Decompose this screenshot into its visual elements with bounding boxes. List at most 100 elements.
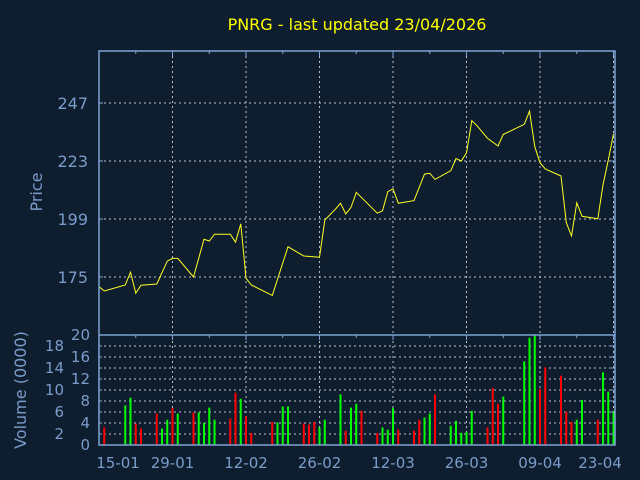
volume-bar: [449, 425, 452, 445]
date-tick-label: 15-01: [96, 454, 140, 472]
volume-bar: [166, 419, 169, 445]
volume-bar: [197, 412, 200, 445]
volume-bar: [528, 337, 531, 445]
volume-tick-label: 6: [54, 403, 64, 421]
volume-tick-label: 0: [80, 436, 90, 454]
volume-bar: [539, 388, 541, 445]
volume-bar: [229, 418, 232, 445]
volume-bar: [318, 427, 321, 445]
volume-bar: [434, 394, 436, 445]
volume-bar: [381, 427, 384, 445]
volume-bar: [423, 417, 426, 445]
volume-bar: [460, 432, 463, 445]
volume-bar: [612, 410, 615, 445]
volume-bar: [465, 431, 468, 445]
volume-bar: [560, 375, 562, 445]
volume-bar: [523, 361, 526, 445]
date-tick-label: 12-02: [224, 454, 268, 472]
volume-bar: [245, 416, 247, 445]
date-tick-label: 23-04: [578, 454, 622, 472]
volume-bar: [124, 405, 127, 445]
volume-bar: [323, 419, 326, 445]
volume-bar: [171, 408, 174, 445]
chart-title: PNRG - last updated 23/04/2026: [228, 15, 487, 34]
date-tick-label: 26-03: [445, 454, 489, 472]
price-tick-label: 247: [57, 94, 88, 113]
volume-bar: [339, 394, 342, 445]
volume-tick-label: 20: [71, 326, 90, 344]
volume-bar: [455, 420, 457, 445]
price-tick-label: 223: [57, 152, 88, 171]
volume-bar: [397, 429, 400, 445]
price-tick-label: 199: [57, 210, 88, 229]
volume-bar: [596, 419, 599, 445]
volume-bar: [129, 397, 132, 445]
volume-bar: [287, 406, 289, 445]
volume-bar: [155, 413, 158, 445]
volume-tick-label: 10: [45, 381, 64, 399]
date-tick-label: 09-04: [518, 454, 562, 472]
volume-bar: [486, 427, 489, 445]
date-tick-label: 26-02: [298, 454, 342, 472]
volume-bar: [271, 421, 274, 445]
volume-bars: [103, 335, 615, 445]
volume-bar: [470, 410, 473, 445]
volume-bar: [308, 424, 310, 445]
volume-tick-label: 8: [80, 392, 90, 410]
volume-bar: [386, 429, 389, 445]
volume-tick-label: 18: [45, 337, 64, 355]
date-tick-label: 12-03: [371, 454, 415, 472]
volume-bar: [134, 423, 137, 445]
price-axis-label: Price: [27, 172, 46, 211]
axes: [98, 50, 616, 446]
volume-bar: [428, 413, 431, 445]
volume-bar: [575, 419, 578, 445]
volume-bar: [413, 430, 415, 445]
volume-bar: [418, 419, 421, 445]
volume-bar: [103, 427, 106, 445]
volume-tick-label: 16: [71, 348, 90, 366]
volume-bar: [250, 432, 253, 445]
volume-bar: [140, 428, 142, 445]
price-line: [98, 109, 614, 297]
volume-bar: [570, 421, 573, 445]
volume-bar: [161, 428, 163, 445]
volume-bar: [344, 430, 347, 445]
volume-bar: [276, 422, 279, 445]
volume-bar: [392, 408, 394, 445]
volume-bar: [602, 372, 604, 445]
volume-bar: [491, 387, 494, 445]
volume-bar: [376, 432, 379, 445]
volume-tick-label: 2: [54, 425, 64, 443]
price-tick-label: 175: [57, 268, 88, 287]
volume-axis-label: Volume (0000): [11, 331, 30, 449]
volume-bar: [192, 412, 195, 445]
volume-bar: [355, 403, 358, 445]
volume-bar: [203, 423, 205, 445]
volume-bar: [350, 407, 352, 445]
volume-bar: [565, 411, 568, 445]
volume-bar: [281, 406, 284, 445]
volume-bar: [533, 335, 536, 445]
volume-bar: [497, 403, 499, 445]
volume-tick-label: 14: [45, 359, 64, 377]
volume-bar: [176, 413, 179, 445]
volume-bar: [213, 419, 216, 445]
volume-bar: [607, 391, 610, 445]
plot-frame: [98, 50, 616, 446]
volume-bar: [208, 407, 211, 445]
volume-bar: [502, 396, 505, 445]
volume-tick-label: 12: [71, 370, 90, 388]
volume-bar: [581, 399, 583, 445]
volume-bar: [234, 392, 237, 445]
volume-tick-label: 4: [80, 414, 90, 432]
volume-bar: [302, 423, 305, 445]
grid: [99, 51, 615, 445]
date-tick-label: 29-01: [151, 454, 195, 472]
volume-bar: [239, 398, 242, 445]
volume-bar: [544, 367, 547, 445]
volume-bar: [360, 410, 363, 445]
volume-bar: [313, 421, 316, 445]
